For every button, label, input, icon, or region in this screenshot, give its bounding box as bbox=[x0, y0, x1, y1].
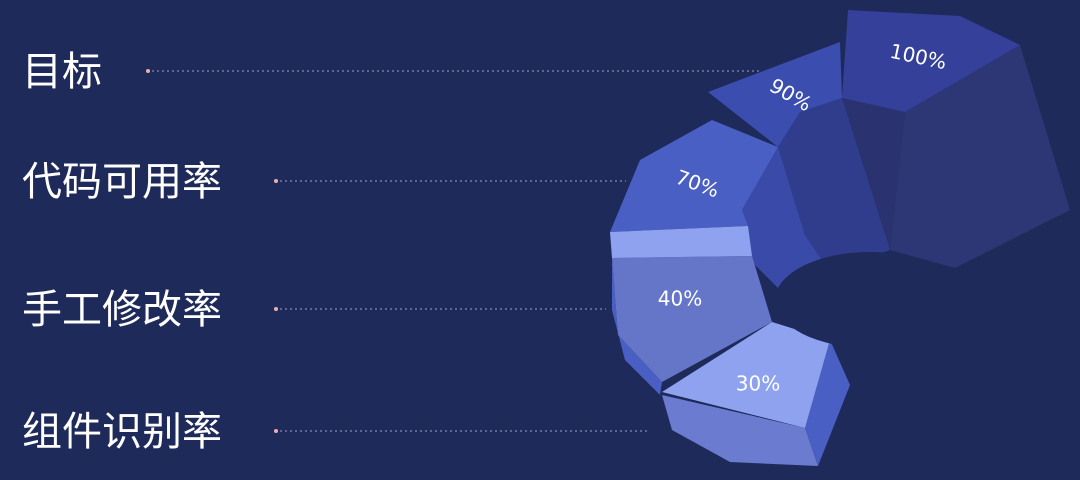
leader-dot bbox=[274, 307, 278, 311]
segment-label: 30% bbox=[736, 372, 780, 396]
row-label: 手工修改率 bbox=[22, 287, 222, 333]
donut-hole bbox=[775, 252, 965, 348]
row-label: 代码可用率 bbox=[22, 159, 222, 205]
leader-dot bbox=[274, 429, 278, 433]
segment-side bbox=[742, 147, 830, 300]
segment-top bbox=[610, 226, 752, 258]
segment-top bbox=[662, 322, 830, 428]
segment-side bbox=[612, 258, 662, 395]
segment-front bbox=[612, 256, 772, 382]
segment-top bbox=[842, 10, 1020, 112]
donut bbox=[610, 10, 1070, 466]
segment-top bbox=[610, 120, 778, 232]
segment-front bbox=[662, 395, 818, 466]
segment-side bbox=[805, 340, 850, 466]
leader-dot bbox=[274, 179, 278, 183]
row-label: 组件识别率 bbox=[22, 409, 222, 455]
segment-top bbox=[708, 42, 842, 147]
segment-label: 40% bbox=[658, 287, 702, 311]
segment-side bbox=[890, 45, 1070, 268]
row-label: 目标 bbox=[22, 49, 102, 95]
segment-side bbox=[778, 98, 890, 272]
leader-dot bbox=[146, 69, 150, 73]
